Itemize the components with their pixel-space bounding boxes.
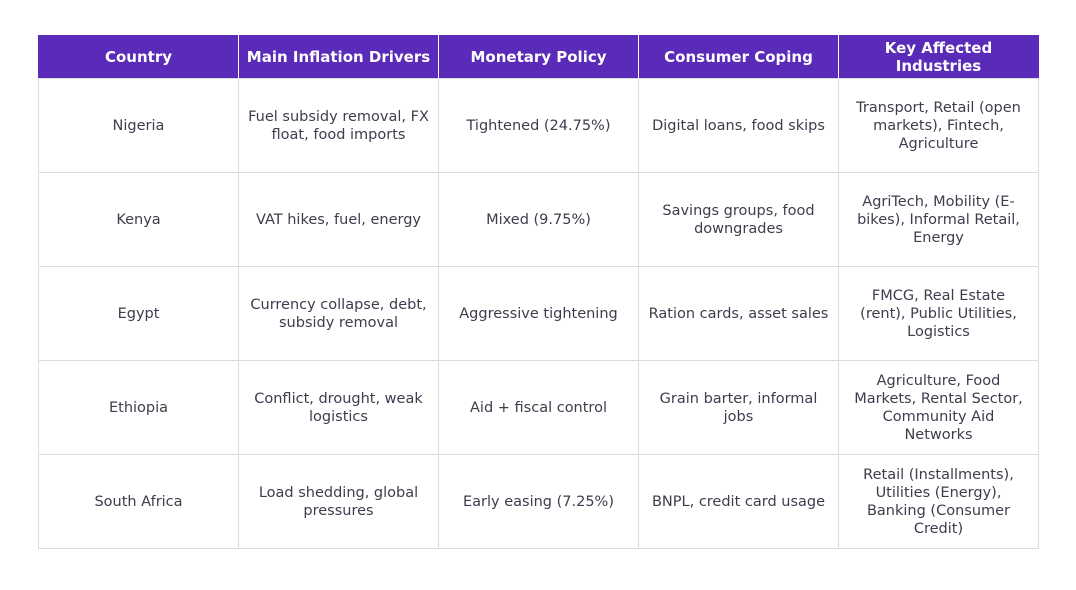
cell-consumer-coping: BNPL, credit card usage <box>638 454 839 549</box>
cell-inflation-drivers: Fuel subsidy removal, FX float, food imp… <box>238 78 439 173</box>
cell-affected-industries: AgriTech, Mobility (E-bikes), Informal R… <box>838 172 1039 267</box>
cell-country: Nigeria <box>38 78 239 173</box>
cell-affected-industries: Transport, Retail (open markets), Fintec… <box>838 78 1039 173</box>
cell-inflation-drivers: Conflict, drought, weak logistics <box>238 360 439 455</box>
cell-country: South Africa <box>38 454 239 549</box>
table-body: Nigeria Fuel subsidy removal, FX float, … <box>38 78 1039 549</box>
cell-monetary-policy: Aid + fiscal control <box>438 360 639 455</box>
cell-monetary-policy: Tightened (24.75%) <box>438 78 639 173</box>
table-row: Egypt Currency collapse, debt, subsidy r… <box>38 266 1039 361</box>
cell-consumer-coping: Savings groups, food downgrades <box>638 172 839 267</box>
cell-consumer-coping: Grain barter, informal jobs <box>638 360 839 455</box>
cell-affected-industries: Retail (Installments), Utilities (Energy… <box>838 454 1039 549</box>
cell-country: Kenya <box>38 172 239 267</box>
cell-consumer-coping: Ration cards, asset sales <box>638 266 839 361</box>
header-main-inflation-drivers: Main Inflation Drivers <box>238 35 439 79</box>
table-row: Kenya VAT hikes, fuel, energy Mixed (9.7… <box>38 172 1039 267</box>
cell-inflation-drivers: VAT hikes, fuel, energy <box>238 172 439 267</box>
table-row: Nigeria Fuel subsidy removal, FX float, … <box>38 78 1039 173</box>
inflation-comparison-table: Country Main Inflation Drivers Monetary … <box>38 35 1039 549</box>
cell-consumer-coping: Digital loans, food skips <box>638 78 839 173</box>
cell-affected-industries: Agriculture, Food Markets, Rental Sector… <box>838 360 1039 455</box>
header-row: Country Main Inflation Drivers Monetary … <box>38 35 1039 79</box>
header-monetary-policy: Monetary Policy <box>438 35 639 79</box>
header-key-affected-industries: Key Affected Industries <box>838 35 1039 79</box>
cell-inflation-drivers: Currency collapse, debt, subsidy removal <box>238 266 439 361</box>
table-row: South Africa Load shedding, global press… <box>38 454 1039 549</box>
cell-affected-industries: FMCG, Real Estate (rent), Public Utiliti… <box>838 266 1039 361</box>
cell-inflation-drivers: Load shedding, global pressures <box>238 454 439 549</box>
cell-country: Ethiopia <box>38 360 239 455</box>
cell-country: Egypt <box>38 266 239 361</box>
cell-monetary-policy: Early easing (7.25%) <box>438 454 639 549</box>
inflation-table-container: Country Main Inflation Drivers Monetary … <box>38 35 1039 549</box>
cell-monetary-policy: Mixed (9.75%) <box>438 172 639 267</box>
cell-monetary-policy: Aggressive tightening <box>438 266 639 361</box>
header-country: Country <box>38 35 239 79</box>
header-consumer-coping: Consumer Coping <box>638 35 839 79</box>
table-row: Ethiopia Conflict, drought, weak logisti… <box>38 360 1039 455</box>
table-header: Country Main Inflation Drivers Monetary … <box>38 35 1039 79</box>
